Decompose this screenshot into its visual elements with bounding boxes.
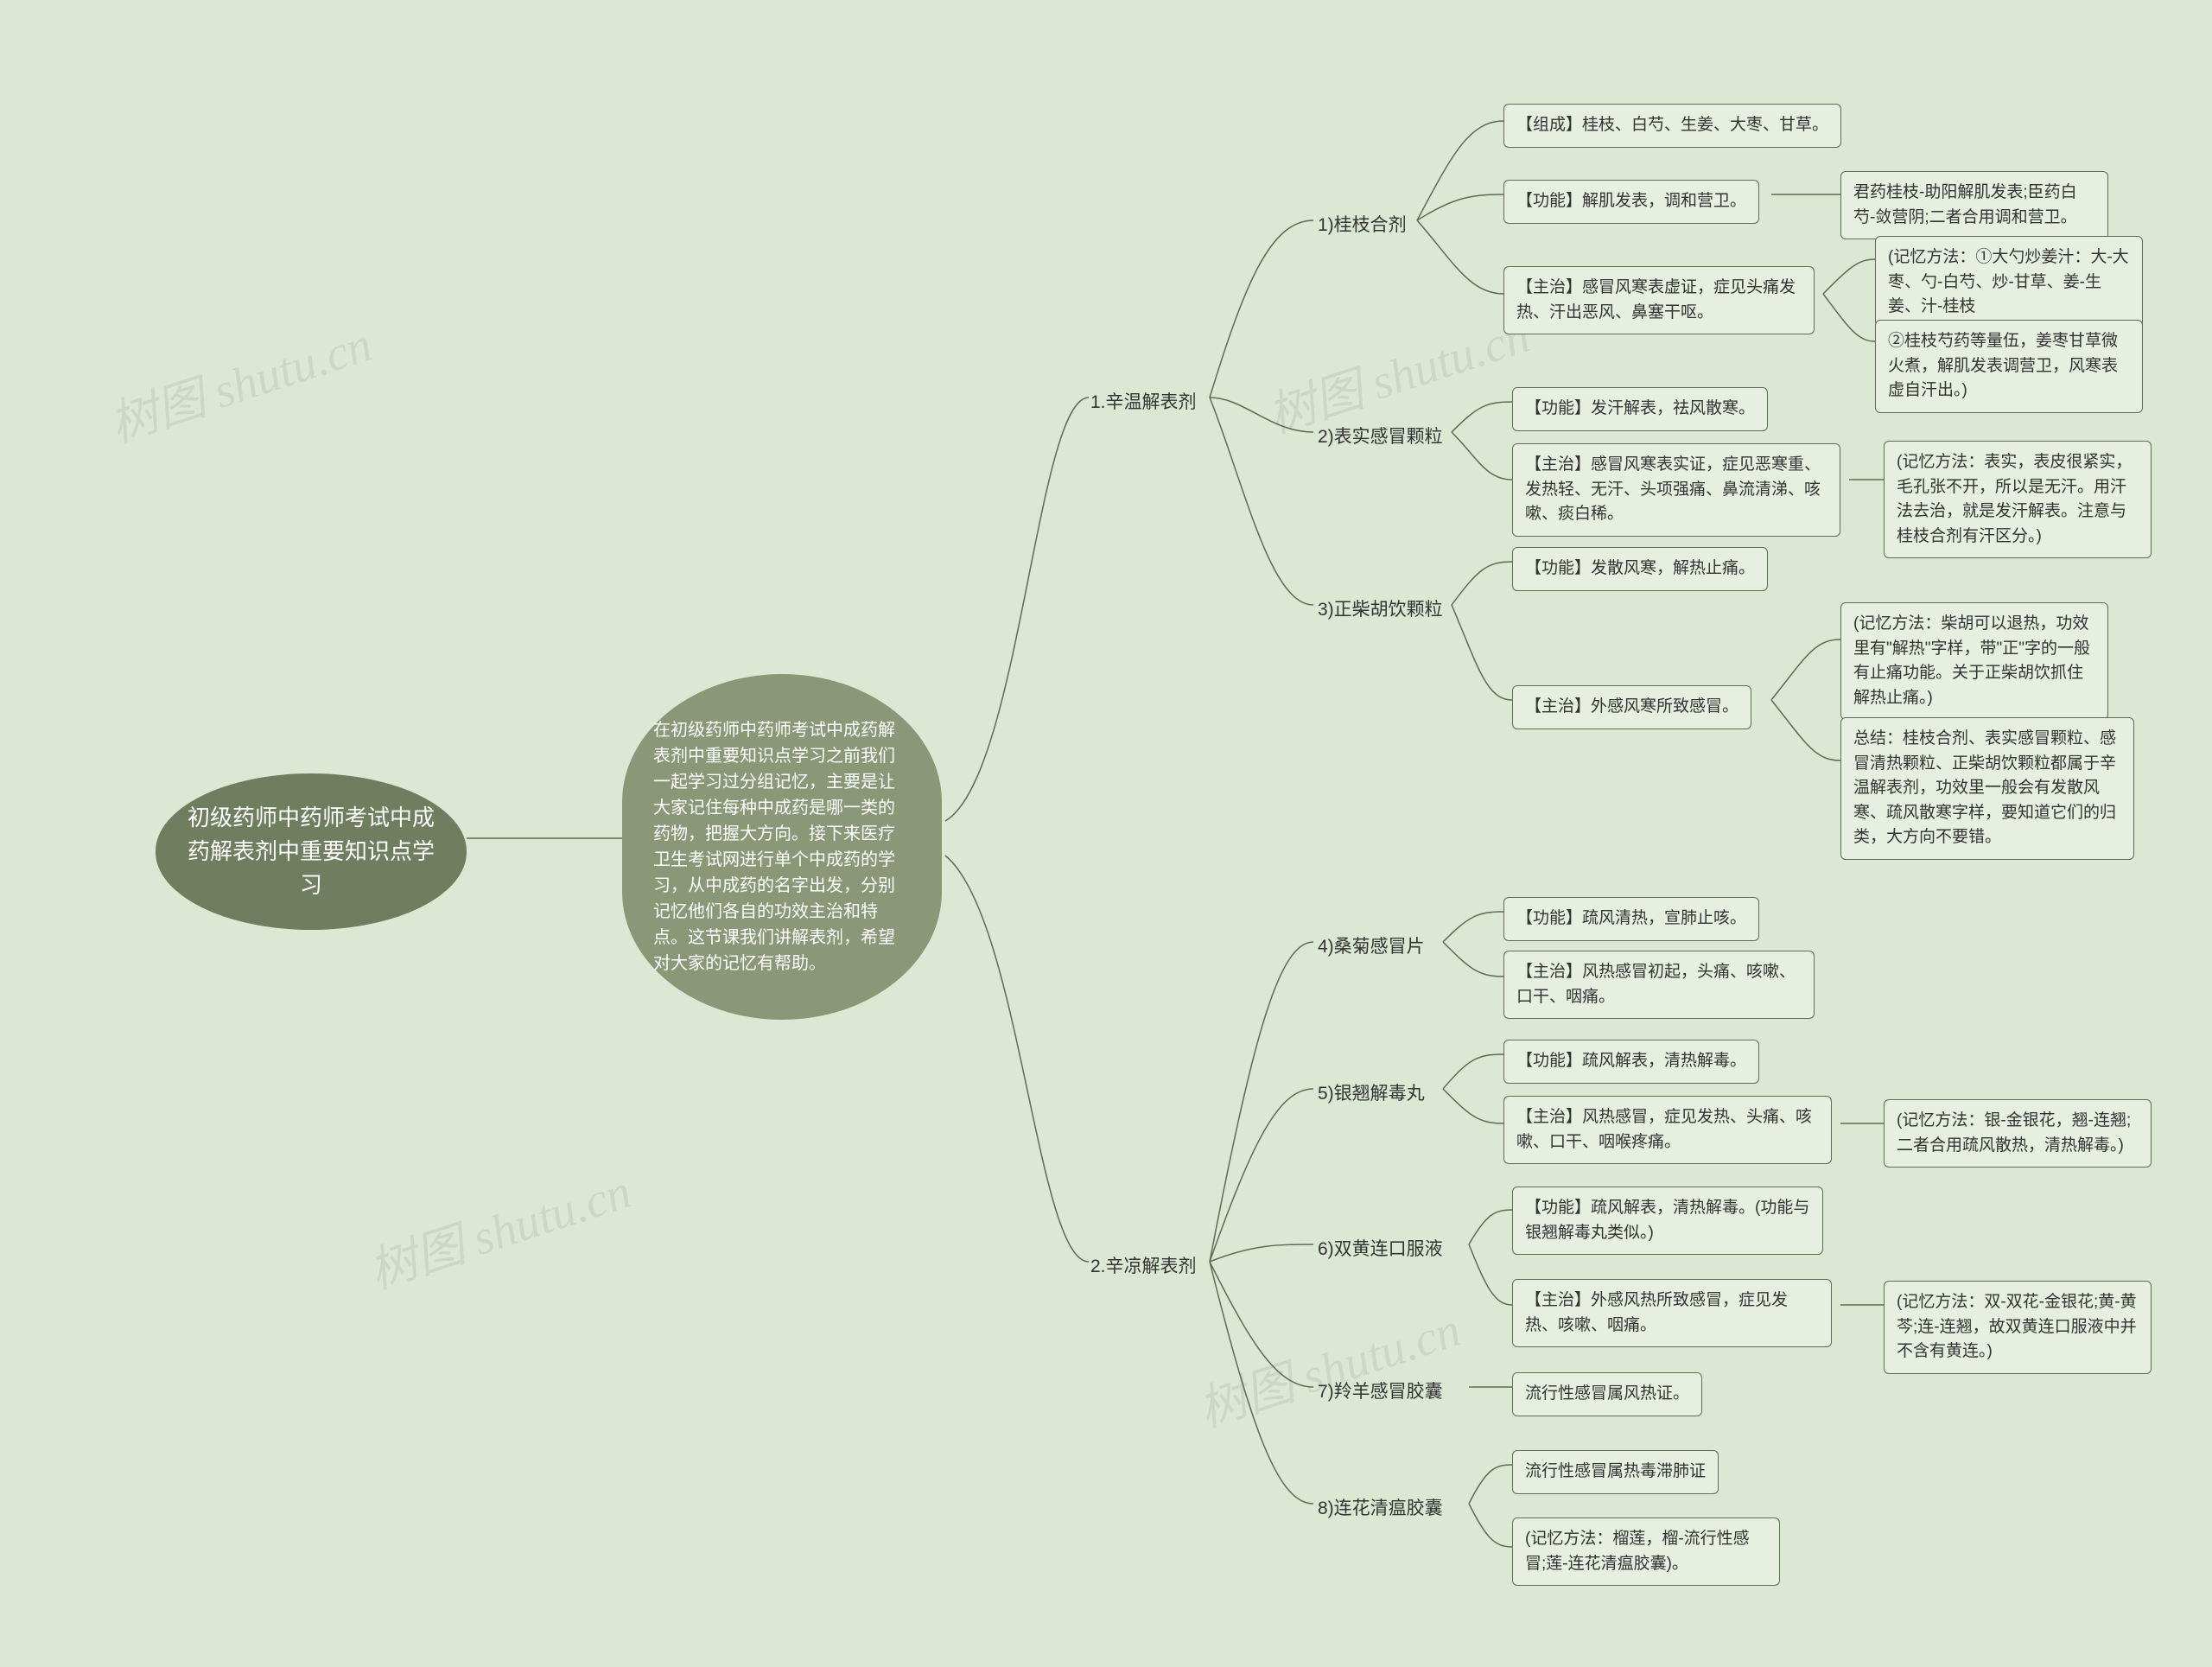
branch-item6: 6)双黄连口服液 xyxy=(1318,1232,1443,1267)
root-node: 初级药师中药师考试中成药解表剂中重要知识点学习 xyxy=(156,773,467,930)
branch-item7: 7)羚羊感冒胶囊 xyxy=(1318,1375,1443,1409)
branch-item3: 3)正柴胡饮颗粒 xyxy=(1318,593,1443,627)
watermark: 树图 shutu.cn xyxy=(99,305,379,455)
watermark: 树图 shutu.cn xyxy=(359,1152,639,1302)
leaf-item7-note: 流行性感冒属风热证。 xyxy=(1512,1372,1702,1416)
leaf-item8-note1: 流行性感冒属热毒滞肺证 xyxy=(1512,1450,1719,1494)
leaf-item3-zhuzhi: 【主治】外感风寒所致感冒。 xyxy=(1512,685,1751,729)
leaf-item4-gongneng: 【功能】疏风清热，宣肺止咳。 xyxy=(1503,897,1759,941)
leaf-item6-zhuzhi: 【主治】外感风热所致感冒，症见发热、咳嗽、咽痛。 xyxy=(1512,1279,1832,1347)
leaf-item1-zucheng: 【组成】桂枝、白芍、生姜、大枣、甘草。 xyxy=(1503,104,1841,148)
intro-node: 在初级药师中药师考试中成药解表剂中重要知识点学习之前我们一起学习过分组记忆，主要… xyxy=(622,674,942,1020)
branch-item2: 2)表实感冒颗粒 xyxy=(1318,420,1443,455)
leaf-item1-memo2: ②桂枝芍药等量伍，姜枣甘草微火煮，解肌发表调营卫，风寒表虚自汗出。) xyxy=(1875,320,2143,413)
branch-item5: 5)银翘解毒丸 xyxy=(1318,1077,1425,1111)
branch-cat1: 1.辛温解表剂 xyxy=(1090,385,1197,420)
leaf-item5-gongneng: 【功能】疏风解表，清热解毒。 xyxy=(1503,1040,1759,1084)
branch-item1: 1)桂枝合剂 xyxy=(1318,208,1407,243)
leaf-item3-gongneng: 【功能】发散风寒，解热止痛。 xyxy=(1512,547,1768,591)
branch-item8: 8)连花清瘟胶囊 xyxy=(1318,1492,1443,1526)
branch-item4: 4)桑菊感冒片 xyxy=(1318,930,1425,964)
leaf-item2-zhuzhi: 【主治】感冒风寒表实证，症见恶寒重、发热轻、无汗、头项强痛、鼻流清涕、咳嗽、痰白… xyxy=(1512,443,1840,537)
leaf-item1-gongneng-note: 君药桂枝-助阳解肌发表;臣药白芍-敛营阴;二者合用调和营卫。 xyxy=(1840,171,2108,239)
leaf-item5-zhuzhi: 【主治】风热感冒，症见发热、头痛、咳嗽、口干、咽喉疼痛。 xyxy=(1503,1096,1832,1164)
leaf-item2-memo: (记忆方法：表实，表皮很紧实，毛孔张不开，所以是无汗。用汗法去治，就是发汗解表。… xyxy=(1884,441,2152,558)
leaf-item1-zhuzhi: 【主治】感冒风寒表虚证，症见头痛发热、汗出恶风、鼻塞干呕。 xyxy=(1503,266,1815,334)
leaf-item3-memo1: (记忆方法：柴胡可以退热，功效里有"解热"字样，带"正"字的一般有止痛功能。关于… xyxy=(1840,602,2108,720)
leaf-item5-memo: (记忆方法：银-金银花，翘-连翘;二者合用疏风散热，清热解毒。) xyxy=(1884,1099,2152,1168)
leaf-item1-memo1: (记忆方法：①大勺炒姜汁：大-大枣、勺-白芍、炒-甘草、姜-生姜、汁-桂枝 xyxy=(1875,236,2143,329)
leaf-item6-memo: (记忆方法：双-双花-金银花;黄-黄芩;连-连翘，故双黄连口服液中并不含有黄连。… xyxy=(1884,1281,2152,1374)
mindmap-canvas: 树图 shutu.cn 树图 shutu.cn 树图 shutu.cn 树图 s… xyxy=(0,0,2212,1667)
watermark: 树图 shutu.cn xyxy=(1188,1290,1468,1441)
leaf-item3-memo2: 总结：桂枝合剂、表实感冒颗粒、感冒清热颗粒、正柴胡饮颗粒都属于辛温解表剂，功效里… xyxy=(1840,717,2134,860)
leaf-item2-gongneng: 【功能】发汗解表，祛风散寒。 xyxy=(1512,387,1768,431)
leaf-item1-gongneng: 【功能】解肌发表，调和营卫。 xyxy=(1503,180,1759,224)
leaf-item8-note2: (记忆方法：榴莲，榴-流行性感冒;莲-连花清瘟胶囊)。 xyxy=(1512,1517,1780,1586)
leaf-item4-zhuzhi: 【主治】风热感冒初起，头痛、咳嗽、口干、咽痛。 xyxy=(1503,951,1815,1019)
leaf-item6-gongneng: 【功能】疏风解表，清热解毒。(功能与银翘解毒丸类似。) xyxy=(1512,1187,1823,1255)
branch-cat2: 2.辛凉解表剂 xyxy=(1090,1250,1197,1284)
